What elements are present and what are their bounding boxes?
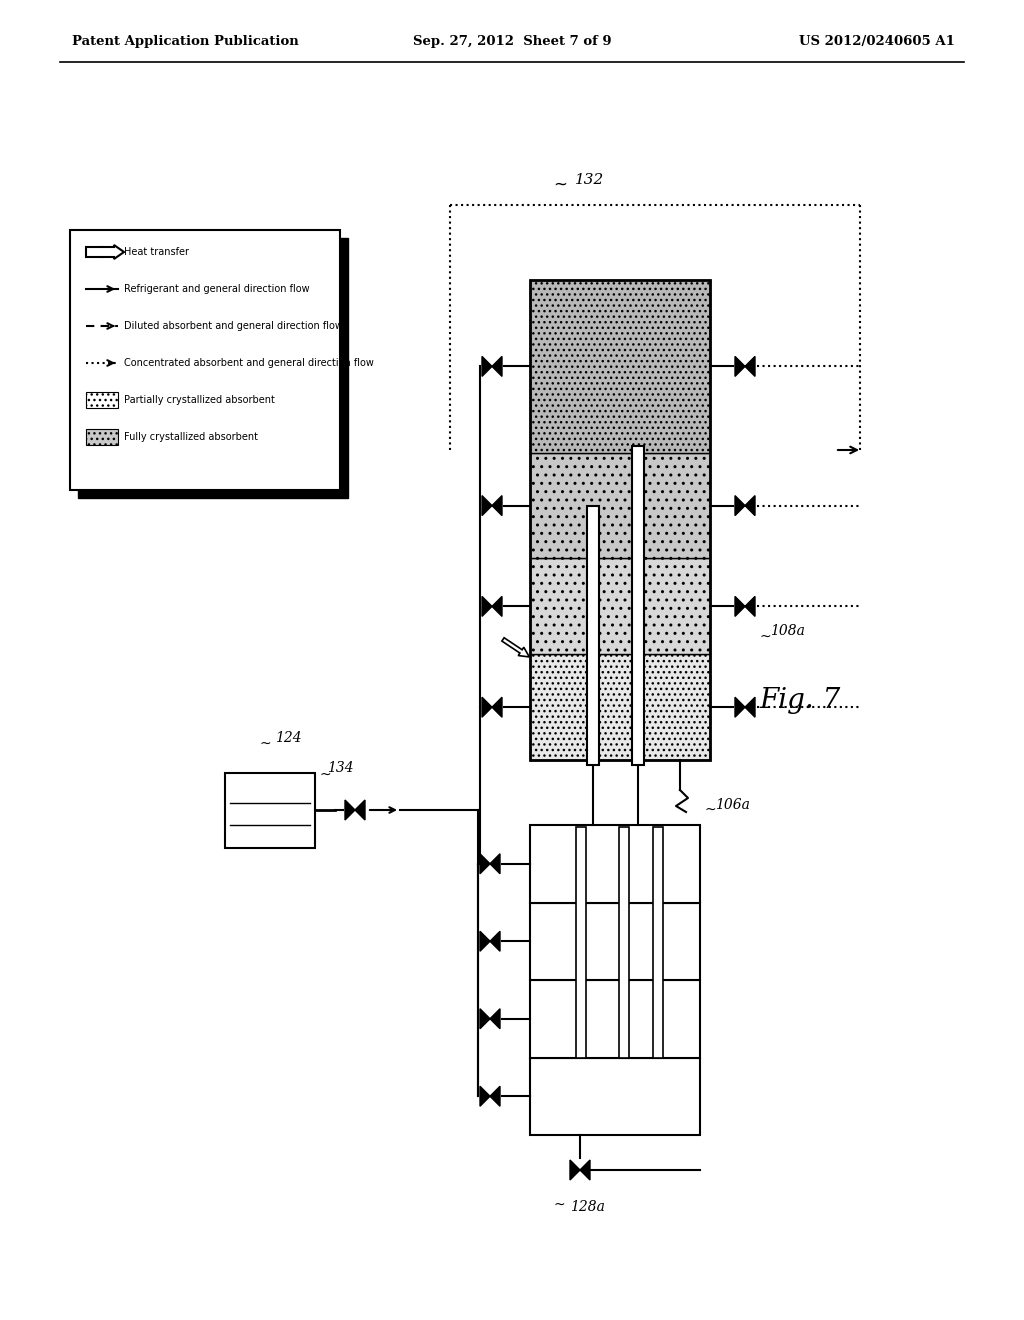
FancyArrow shape: [502, 638, 529, 657]
Polygon shape: [735, 597, 745, 616]
Bar: [530, 903, 700, 979]
Bar: [78, 238, 348, 498]
Polygon shape: [482, 495, 492, 516]
FancyArrow shape: [86, 246, 124, 259]
Polygon shape: [482, 597, 492, 616]
Bar: [530, 453, 710, 558]
Polygon shape: [480, 931, 490, 952]
Text: Diluted absorbent and general direction flow: Diluted absorbent and general direction …: [124, 321, 343, 331]
Text: ~: ~: [553, 1199, 565, 1212]
Text: 128a: 128a: [570, 1200, 605, 1214]
Polygon shape: [580, 1160, 590, 1180]
Text: 108a: 108a: [770, 624, 805, 639]
Text: 132: 132: [575, 173, 604, 187]
Bar: [530, 1057, 700, 1135]
Text: Fig. 7: Fig. 7: [760, 686, 841, 714]
Text: Fully crystallized absorbent: Fully crystallized absorbent: [124, 432, 258, 442]
Polygon shape: [345, 800, 355, 820]
Polygon shape: [490, 931, 500, 952]
Bar: [530, 655, 710, 760]
Text: 124: 124: [275, 730, 302, 744]
Bar: [86, 429, 118, 445]
Polygon shape: [570, 1160, 580, 1180]
Polygon shape: [492, 697, 502, 717]
Bar: [587, 506, 599, 766]
Polygon shape: [735, 697, 745, 717]
Polygon shape: [735, 495, 745, 516]
Bar: [652, 828, 663, 1057]
Text: ~: ~: [705, 803, 717, 817]
Polygon shape: [490, 1008, 500, 1028]
Text: ~: ~: [553, 176, 567, 194]
Text: Patent Application Publication: Patent Application Publication: [72, 36, 299, 49]
Text: ~: ~: [760, 630, 772, 643]
Polygon shape: [735, 356, 745, 376]
Bar: [632, 446, 644, 766]
Polygon shape: [492, 597, 502, 616]
Text: Refrigerant and general direction flow: Refrigerant and general direction flow: [124, 284, 309, 294]
Polygon shape: [490, 854, 500, 874]
Bar: [86, 392, 118, 408]
Bar: [575, 828, 586, 1057]
Polygon shape: [492, 356, 502, 376]
Bar: [225, 772, 315, 847]
Polygon shape: [490, 1086, 500, 1106]
Bar: [70, 230, 340, 490]
Polygon shape: [355, 800, 365, 820]
Polygon shape: [745, 356, 755, 376]
Bar: [530, 280, 710, 453]
Text: Partially crystallized absorbent: Partially crystallized absorbent: [124, 395, 274, 405]
Text: 106a: 106a: [715, 799, 750, 812]
Text: ~: ~: [319, 768, 332, 781]
Text: 134: 134: [327, 762, 353, 775]
Text: ~: ~: [259, 737, 270, 751]
Polygon shape: [482, 697, 492, 717]
Polygon shape: [745, 495, 755, 516]
Polygon shape: [745, 597, 755, 616]
Bar: [530, 979, 700, 1057]
Polygon shape: [480, 1086, 490, 1106]
Polygon shape: [480, 854, 490, 874]
Polygon shape: [745, 697, 755, 717]
Text: US 2012/0240605 A1: US 2012/0240605 A1: [799, 36, 955, 49]
Bar: [530, 825, 700, 903]
Bar: [530, 280, 710, 760]
Text: Sep. 27, 2012  Sheet 7 of 9: Sep. 27, 2012 Sheet 7 of 9: [413, 36, 611, 49]
Polygon shape: [482, 356, 492, 376]
Text: Heat transfer: Heat transfer: [124, 247, 189, 257]
Polygon shape: [492, 495, 502, 516]
Text: Concentrated absorbent and general direction flow: Concentrated absorbent and general direc…: [124, 358, 374, 368]
Bar: [530, 558, 710, 655]
Bar: [618, 828, 629, 1057]
Polygon shape: [480, 1008, 490, 1028]
